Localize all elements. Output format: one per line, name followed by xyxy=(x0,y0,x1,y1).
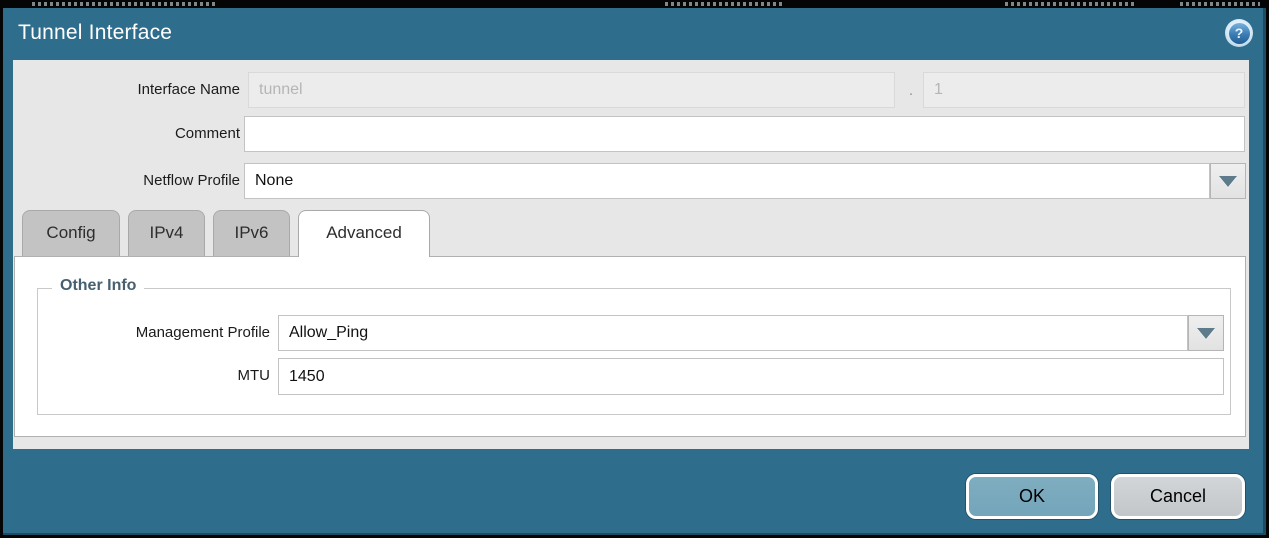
management-profile-select[interactable] xyxy=(278,315,1188,351)
tunnel-interface-dialog: Tunnel Interface ? Interface Name . Comm… xyxy=(3,8,1266,535)
dialog-title: Tunnel Interface xyxy=(18,21,173,44)
interface-name-label: Interface Name xyxy=(137,81,240,98)
netflow-profile-dropdown-button[interactable] xyxy=(1210,163,1246,199)
dialog-body: Interface Name . Comment Netflow Profile… xyxy=(13,60,1249,449)
tab-ipv4[interactable]: IPv4 xyxy=(128,210,205,256)
chevron-down-icon xyxy=(1197,327,1215,339)
advanced-tab-panel: Other Info Management Profile MTU xyxy=(14,256,1246,437)
interface-name-suffix-input xyxy=(923,72,1245,108)
comment-input[interactable] xyxy=(244,116,1245,152)
mtu-input[interactable] xyxy=(278,358,1224,395)
tab-ipv6[interactable]: IPv6 xyxy=(213,210,290,256)
interface-name-input xyxy=(248,72,895,108)
background-page-text-remnant xyxy=(1005,2,1135,6)
question-mark-glyph: ? xyxy=(1228,22,1250,44)
management-profile-label: Management Profile xyxy=(135,324,270,341)
mtu-label: MTU xyxy=(237,367,271,384)
other-info-section: Other Info Management Profile MTU xyxy=(37,277,1231,415)
background-page-text-remnant xyxy=(32,2,217,6)
management-profile-dropdown-button[interactable] xyxy=(1188,315,1224,351)
cancel-button[interactable]: Cancel xyxy=(1111,474,1245,519)
background-page-text-remnant xyxy=(1180,2,1260,6)
tab-config[interactable]: Config xyxy=(22,210,120,256)
help-icon[interactable]: ? xyxy=(1225,19,1253,47)
chevron-down-icon xyxy=(1219,175,1237,187)
ok-button[interactable]: OK xyxy=(966,474,1098,519)
background-page-text-remnant xyxy=(665,2,783,6)
netflow-profile-label: Netflow Profile xyxy=(143,172,240,189)
netflow-profile-select[interactable] xyxy=(244,163,1210,199)
other-info-section-title: Other Info xyxy=(52,277,145,295)
comment-label: Comment xyxy=(174,125,240,142)
tab-advanced[interactable]: Advanced xyxy=(298,210,430,257)
interface-name-separator: . xyxy=(908,82,914,99)
